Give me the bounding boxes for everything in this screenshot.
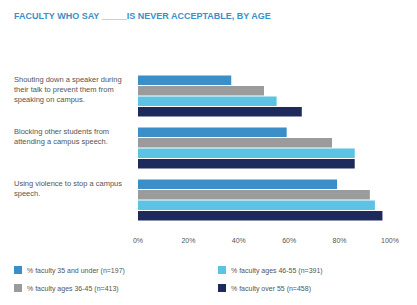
- legend-label: % faculty ages 46-55 (n=391): [231, 267, 323, 275]
- bar: [138, 86, 264, 96]
- chart: FACULTY WHO SAY _____IS NEVER ACCEPTABLE…: [0, 0, 417, 305]
- legend-swatch: [218, 284, 226, 292]
- category-label: Blocking other students fromattending a …: [14, 127, 109, 146]
- legend-label: % faculty over 55 (n=458): [231, 285, 311, 293]
- bar: [138, 76, 231, 86]
- bar: [138, 180, 337, 190]
- bar: [138, 149, 355, 159]
- bar: [138, 128, 287, 138]
- tick-label: 40%: [232, 237, 246, 244]
- legend-swatch: [218, 266, 226, 274]
- category-label: Shouting down a speaker duringtheir talk…: [14, 75, 122, 104]
- bar: [138, 190, 370, 200]
- legend-label: % faculty 35 and under (n=197): [27, 267, 125, 275]
- tick-label: 0%: [133, 237, 143, 244]
- bar: [138, 97, 277, 107]
- bar: [138, 201, 375, 211]
- legend-swatch: [14, 284, 22, 292]
- legend-label: % faculty ages 36-45 (n=413): [27, 285, 119, 293]
- legend-swatch: [14, 266, 22, 274]
- tick-label: 20%: [181, 237, 195, 244]
- title: FACULTY WHO SAY _____IS NEVER ACCEPTABLE…: [14, 11, 271, 21]
- tick-label: 100%: [381, 237, 399, 244]
- tick-label: 60%: [282, 237, 296, 244]
- bar: [138, 107, 302, 117]
- bar: [138, 211, 382, 221]
- bars: [138, 76, 382, 221]
- bar: [138, 159, 355, 169]
- bar: [138, 138, 332, 148]
- tick-label: 80%: [333, 237, 347, 244]
- category-label: Using violence to stop a campusspeech.: [14, 179, 122, 198]
